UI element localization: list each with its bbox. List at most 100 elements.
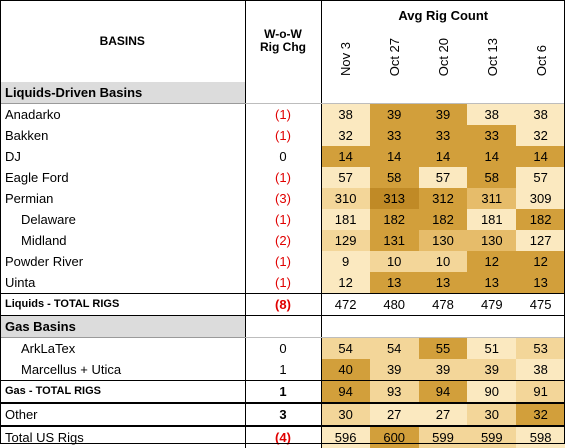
date-label: Oct 13 (486, 38, 500, 76)
date-header: Avg Rig Count Nov 3 Oct 27 Oct 20 Oct 13… (321, 0, 565, 82)
rig-value: 53 (516, 338, 565, 360)
rig-value: 14 (516, 146, 565, 167)
rig-change: 1 (245, 359, 321, 381)
rig-change: 3 (245, 403, 321, 426)
header-row: BASINS W-o-W Rig Chg Avg Rig Count Nov 3… (0, 0, 565, 82)
rig-value: 51 (467, 338, 516, 360)
rig-change: (1) (245, 272, 321, 294)
table-row: Eagle Ford (1) 57 58 57 58 57 (0, 167, 565, 188)
section-row-liquids: Liquids-Driven Basins (0, 82, 565, 104)
rig-value: 58 (370, 167, 419, 188)
rig-value: 38 (467, 104, 516, 126)
wow-rig-chg-header: W-o-W Rig Chg (245, 0, 321, 82)
rig-value: 40 (321, 359, 370, 381)
rig-value: 182 (419, 209, 468, 230)
rig-value: 58 (467, 167, 516, 188)
rig-value: 129 (321, 230, 370, 251)
rig-value: 38 (516, 359, 565, 381)
rig-value: 57 (321, 167, 370, 188)
table-row: Bakken (1) 32 33 33 33 32 (0, 125, 565, 146)
rig-value: 33 (467, 125, 516, 146)
basin-name: Bakken (0, 125, 245, 146)
date-label: Oct 20 (437, 38, 451, 76)
basin-name: ArkLaTex (0, 338, 245, 360)
rig-value: 12 (321, 272, 370, 294)
rig-value: 13 (467, 272, 516, 294)
table-row: Anadarko (1) 38 39 39 38 38 (0, 104, 565, 126)
rig-value: 57 (419, 167, 468, 188)
basin-name: Midland (0, 230, 245, 251)
rig-value: 39 (419, 104, 468, 126)
rig-value: 39 (370, 359, 419, 381)
rig-value: 54 (321, 338, 370, 360)
rig-value: 130 (419, 230, 468, 251)
rig-value: 38 (516, 104, 565, 126)
rig-value: 39 (370, 104, 419, 126)
rig-chg-label: Rig Chg (260, 40, 306, 54)
rig-value: 12 (516, 251, 565, 272)
us-total-label: Total US Rigs (0, 426, 245, 448)
basin-name: Other (0, 403, 245, 426)
rig-change: (1) (245, 104, 321, 126)
rig-change: (1) (245, 251, 321, 272)
rig-change: (1) (245, 209, 321, 230)
rig-value: 478 (419, 294, 468, 316)
rig-value: 181 (321, 209, 370, 230)
rig-value: 13 (419, 272, 468, 294)
rig-change: (2) (245, 230, 321, 251)
basin-name: Delaware (0, 209, 245, 230)
rig-value: 13 (516, 272, 565, 294)
rig-value: 90 (467, 381, 516, 404)
rig-value: 10 (419, 251, 468, 272)
table-row: DJ 0 14 14 14 14 14 (0, 146, 565, 167)
rig-value: 32 (516, 403, 565, 426)
basin-name: Powder River (0, 251, 245, 272)
gas-total-label: Gas - TOTAL RIGS (0, 381, 245, 404)
rig-change: (4) (245, 426, 321, 448)
gas-total-row: Gas - TOTAL RIGS 1 94 93 94 90 91 (0, 381, 565, 404)
rig-value: 57 (516, 167, 565, 188)
rig-value: 14 (370, 146, 419, 167)
rig-value: 33 (419, 125, 468, 146)
rig-change: (1) (245, 167, 321, 188)
rig-value: 480 (370, 294, 419, 316)
rig-value: 30 (321, 403, 370, 426)
rig-value: 38 (321, 104, 370, 126)
rig-value: 181 (467, 209, 516, 230)
rig-value: 313 (370, 188, 419, 209)
rig-value: 10 (370, 251, 419, 272)
table-row: Powder River (1) 9 10 10 12 12 (0, 251, 565, 272)
basin-name: Eagle Ford (0, 167, 245, 188)
basin-name: Uinta (0, 272, 245, 294)
rig-value: 55 (419, 338, 468, 360)
rig-value: 9 (321, 251, 370, 272)
rig-value: 91 (516, 381, 565, 404)
rig-value: 600 (370, 426, 419, 448)
rig-value: 310 (321, 188, 370, 209)
table-row: Delaware (1) 181 182 182 181 182 (0, 209, 565, 230)
rig-value: 475 (516, 294, 565, 316)
rig-value: 182 (370, 209, 419, 230)
rig-value: 30 (467, 403, 516, 426)
rig-change: (1) (245, 125, 321, 146)
rig-value: 130 (467, 230, 516, 251)
wow-label: W-o-W (264, 27, 302, 41)
rig-value: 14 (321, 146, 370, 167)
liquids-total-label: Liquids - TOTAL RIGS (0, 294, 245, 316)
us-total-row: Total US Rigs (4) 596 600 599 599 598 (0, 426, 565, 448)
rig-value: 39 (419, 359, 468, 381)
avg-rig-count-title: Avg Rig Count (322, 8, 565, 24)
rig-value: 182 (516, 209, 565, 230)
date-label: Oct 27 (388, 38, 402, 76)
date-label: Nov 3 (339, 42, 353, 76)
rig-value: 311 (467, 188, 516, 209)
rig-value: 93 (370, 381, 419, 404)
basin-name: Marcellus + Utica (0, 359, 245, 381)
rig-value: 12 (467, 251, 516, 272)
basin-name: Anadarko (0, 104, 245, 126)
rig-value: 472 (321, 294, 370, 316)
rig-value: 127 (516, 230, 565, 251)
rig-value: 13 (370, 272, 419, 294)
rig-value: 54 (370, 338, 419, 360)
rig-value: 32 (321, 125, 370, 146)
